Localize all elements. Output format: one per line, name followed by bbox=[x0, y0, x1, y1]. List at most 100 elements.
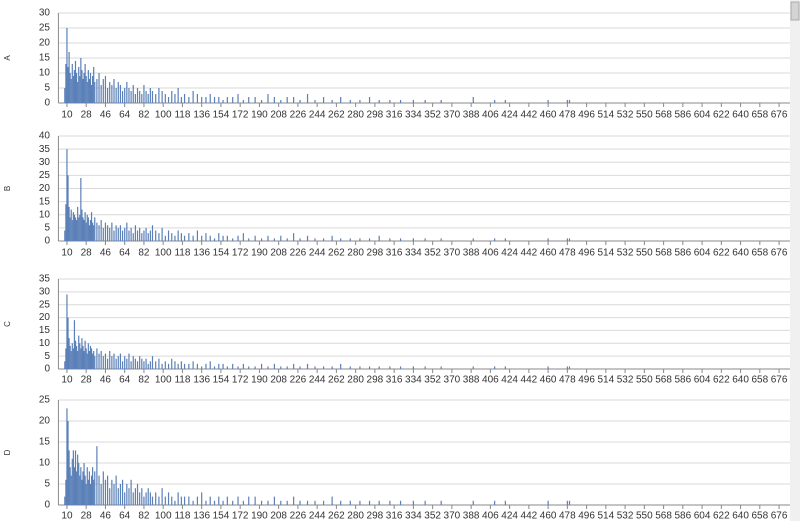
bar bbox=[322, 238, 325, 241]
bar bbox=[121, 91, 124, 103]
bar bbox=[174, 500, 176, 505]
bar bbox=[237, 366, 239, 369]
bar bbox=[196, 496, 199, 505]
bar bbox=[88, 79, 91, 103]
scrollbar-thumb[interactable] bbox=[790, 1, 800, 21]
bar bbox=[130, 91, 132, 103]
bar bbox=[254, 496, 256, 505]
bar bbox=[70, 79, 72, 103]
x-tick-label: 568 bbox=[655, 511, 672, 521]
bar bbox=[69, 467, 71, 505]
bar bbox=[177, 88, 179, 103]
x-tick-label: 550 bbox=[636, 511, 653, 521]
bar bbox=[359, 500, 361, 505]
bar bbox=[412, 100, 414, 103]
x-tick-label: 604 bbox=[694, 248, 711, 259]
bar bbox=[209, 361, 211, 369]
bar bbox=[86, 353, 88, 369]
bar bbox=[547, 100, 549, 103]
bar bbox=[81, 338, 83, 369]
bar bbox=[73, 467, 76, 505]
bar bbox=[130, 361, 132, 369]
bar bbox=[134, 488, 136, 505]
bar bbox=[424, 100, 426, 103]
bar bbox=[349, 100, 351, 103]
bar bbox=[67, 175, 69, 241]
x-tick-label: 298 bbox=[367, 375, 384, 386]
bar bbox=[86, 82, 88, 103]
bar bbox=[188, 496, 190, 505]
bar bbox=[134, 225, 136, 241]
bar bbox=[93, 225, 95, 241]
bar bbox=[88, 351, 91, 369]
x-tick-label: 280 bbox=[347, 110, 364, 121]
bar bbox=[89, 220, 92, 241]
bar bbox=[88, 225, 91, 241]
bar bbox=[132, 233, 134, 241]
bar bbox=[155, 492, 157, 505]
bar bbox=[93, 479, 95, 505]
bar bbox=[504, 366, 506, 369]
bar bbox=[128, 88, 130, 103]
y-tick-label: 10 bbox=[39, 338, 51, 349]
bar bbox=[81, 70, 83, 103]
scrollbar-track[interactable] bbox=[790, 0, 800, 521]
bar bbox=[322, 366, 325, 369]
bar bbox=[340, 363, 342, 369]
bar bbox=[237, 94, 239, 103]
bar bbox=[134, 94, 136, 103]
bar bbox=[248, 366, 250, 369]
bar bbox=[98, 225, 100, 241]
bar bbox=[314, 238, 316, 241]
bar bbox=[65, 348, 67, 369]
bar bbox=[126, 484, 128, 505]
bar bbox=[106, 475, 109, 505]
bar bbox=[149, 230, 151, 241]
y-tick-label: 35 bbox=[39, 144, 51, 155]
bar bbox=[82, 79, 84, 103]
x-tick-label: 568 bbox=[655, 375, 672, 386]
bar bbox=[149, 88, 151, 103]
x-tick-label: 388 bbox=[463, 248, 480, 259]
y-tick-label: 15 bbox=[39, 53, 51, 64]
bar bbox=[260, 500, 263, 505]
bar bbox=[71, 343, 73, 369]
bar bbox=[72, 76, 74, 103]
y-tick-label: 30 bbox=[39, 8, 51, 19]
x-tick-label: 640 bbox=[732, 375, 749, 386]
bar bbox=[141, 233, 143, 241]
bar bbox=[299, 366, 301, 369]
bar bbox=[77, 206, 79, 241]
y-tick-label: 20 bbox=[39, 312, 51, 323]
bar bbox=[111, 222, 113, 241]
bar bbox=[155, 361, 157, 369]
bar bbox=[126, 222, 128, 241]
x-tick-label: 208 bbox=[270, 375, 287, 386]
y-tick-label: 20 bbox=[39, 38, 51, 49]
bar bbox=[89, 345, 92, 369]
bar bbox=[167, 492, 170, 505]
bar bbox=[100, 351, 102, 369]
x-tick-label: 532 bbox=[617, 511, 634, 521]
x-tick-label: 586 bbox=[674, 511, 691, 521]
bar bbox=[359, 366, 361, 369]
x-tick-label: 334 bbox=[405, 110, 422, 121]
bar bbox=[213, 238, 216, 241]
bar bbox=[79, 475, 81, 505]
bar bbox=[65, 479, 67, 505]
bar bbox=[68, 338, 70, 369]
bar bbox=[158, 358, 160, 369]
bar bbox=[69, 73, 71, 103]
bar bbox=[85, 222, 87, 241]
bar bbox=[67, 421, 69, 505]
bar bbox=[79, 214, 81, 241]
bar bbox=[218, 496, 220, 505]
bar bbox=[128, 488, 130, 505]
bar bbox=[77, 351, 79, 369]
bar bbox=[151, 91, 154, 103]
x-tick-label: 136 bbox=[193, 248, 210, 259]
x-tick-label: 352 bbox=[424, 511, 441, 521]
x-tick-label: 424 bbox=[501, 511, 518, 521]
bar bbox=[126, 358, 128, 369]
x-tick-label: 496 bbox=[578, 511, 595, 521]
